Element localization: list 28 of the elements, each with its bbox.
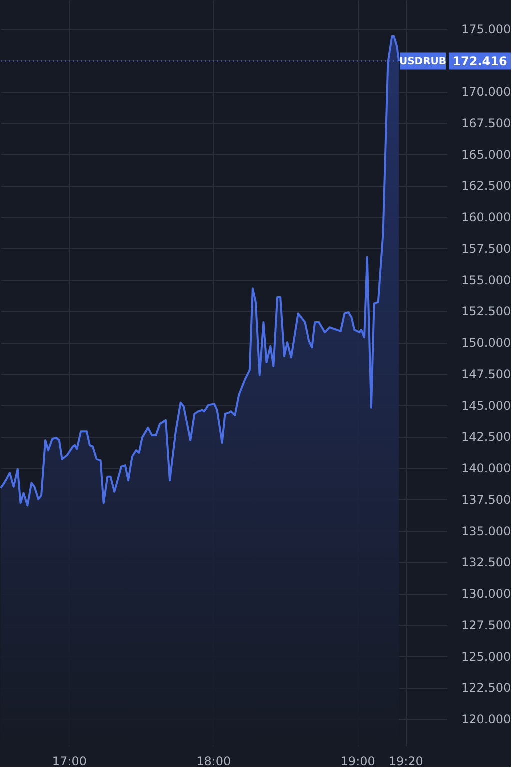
y-tick-label: 142.500 bbox=[462, 430, 512, 444]
y-tick-label: 130.000 bbox=[462, 587, 512, 602]
y-tick-label: 167.500 bbox=[462, 116, 512, 130]
y-tick-label: 147.500 bbox=[462, 367, 512, 382]
y-tick-label: 157.500 bbox=[462, 242, 512, 256]
x-tick-label: 19:00 bbox=[340, 754, 376, 768]
y-tick-label: 132.500 bbox=[462, 556, 512, 570]
x-tick-label: 19:20 bbox=[388, 754, 424, 768]
y-tick-label: 127.500 bbox=[462, 618, 512, 632]
y-tick-label: 150.000 bbox=[462, 336, 512, 350]
y-tick-label: 125.000 bbox=[462, 650, 512, 664]
y-tick-label: 162.500 bbox=[462, 179, 512, 194]
ref-line-label: 172.416 bbox=[452, 54, 508, 68]
y-tick-label: 165.000 bbox=[462, 148, 512, 162]
y-tick-label: 122.500 bbox=[462, 681, 512, 696]
y-tick-label: 152.500 bbox=[462, 304, 512, 319]
y-tick-label: 170.000 bbox=[462, 85, 512, 100]
y-tick-label: 140.000 bbox=[462, 462, 512, 476]
y-tick-label: 120.000 bbox=[462, 712, 512, 727]
y-tick-label: 145.000 bbox=[462, 398, 512, 413]
y-tick-label: 135.000 bbox=[462, 524, 512, 538]
y-tick-label: 155.000 bbox=[462, 273, 512, 288]
y-tick-label: 175.000 bbox=[462, 22, 512, 36]
series-label: USDRUB bbox=[399, 56, 447, 68]
y-tick-label: 137.500 bbox=[462, 492, 512, 507]
x-tick-label: 17:00 bbox=[52, 754, 87, 768]
y-tick-label: 160.000 bbox=[462, 210, 512, 225]
x-tick-label: 18:00 bbox=[196, 754, 232, 768]
